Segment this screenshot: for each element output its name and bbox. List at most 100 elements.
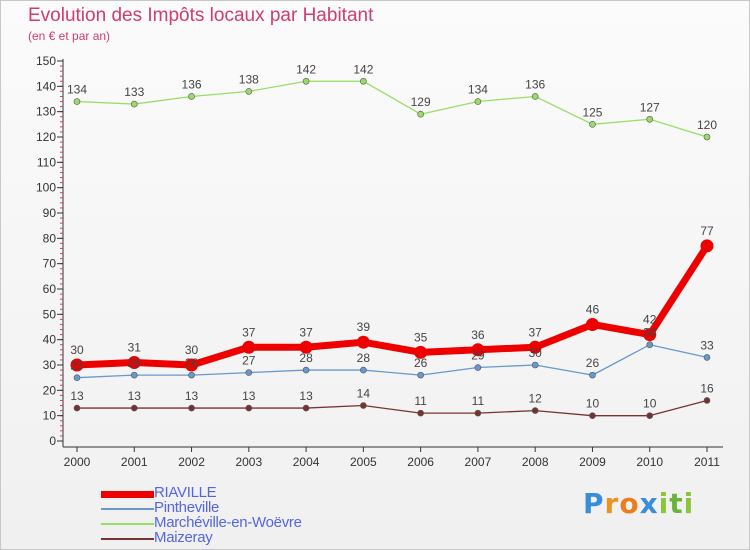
y-tick-label: 30 — [43, 358, 57, 372]
data-point-maizeray — [703, 397, 711, 404]
data-label-maizeray: 14 — [357, 387, 371, 401]
data-point-riaville — [528, 340, 542, 354]
data-point-pintheville — [703, 354, 711, 361]
y-tick-label: 10 — [43, 409, 57, 423]
data-point-marcheville-en-woevre — [245, 88, 253, 95]
data-point-marcheville-en-woevre — [130, 100, 138, 108]
legend-label: Maizeray — [154, 529, 213, 546]
chart-title: Evolution des Impôts locaux par Habitant — [28, 5, 374, 26]
data-point-maizeray — [188, 404, 195, 412]
data-point-maizeray — [360, 402, 367, 409]
logo-letter: i — [683, 487, 695, 520]
y-tick-label: 70 — [43, 257, 57, 271]
data-label-riaville: 30 — [185, 343, 199, 357]
data-label-marcheville-en-woevre: 134 — [468, 83, 488, 97]
logo-letter: P — [583, 487, 605, 520]
data-label-riaville: 37 — [299, 325, 313, 339]
legend-swatch — [101, 490, 154, 498]
x-tick-label: 2007 — [465, 455, 492, 469]
data-label-maizeray: 13 — [128, 389, 142, 403]
data-label-pintheville: 26 — [586, 356, 600, 370]
data-point-riaville — [70, 358, 84, 372]
legend-label: Pintheville — [154, 499, 220, 516]
data-label-riaville: 36 — [471, 328, 485, 342]
chart-subtitle: (en € et par an) — [28, 29, 111, 43]
data-point-marcheville-en-woevre — [417, 110, 424, 118]
y-tick-label: 90 — [43, 206, 57, 220]
legend-label: Marchéville-en-Woëvre — [154, 514, 302, 531]
y-tick-label: 140 — [36, 79, 56, 93]
data-label-pintheville: 26 — [185, 356, 199, 370]
data-point-pintheville — [589, 371, 596, 379]
data-point-pintheville — [130, 371, 138, 379]
data-point-riaville — [242, 340, 256, 354]
data-label-riaville: 37 — [529, 325, 543, 339]
y-tick-label: 110 — [37, 155, 56, 169]
logo-letter: t — [669, 487, 684, 520]
data-label-maizeray: 11 — [472, 394, 485, 408]
data-label-pintheville: 25 — [70, 359, 84, 373]
data-point-pintheville — [245, 369, 253, 376]
data-label-pintheville: 26 — [128, 356, 142, 370]
data-point-pintheville — [360, 366, 367, 374]
data-point-maizeray — [302, 404, 310, 412]
logo-letter: x — [639, 487, 659, 520]
data-label-maizeray: 16 — [700, 381, 714, 395]
logo-letter: o — [619, 487, 640, 520]
data-point-maizeray — [646, 412, 654, 419]
data-point-riaville — [356, 335, 370, 349]
data-point-maizeray — [589, 412, 596, 419]
data-point-maizeray — [531, 407, 539, 414]
data-point-riaville — [127, 355, 141, 369]
legend-swatch — [101, 508, 154, 510]
data-label-riaville: 42 — [643, 313, 657, 327]
data-point-marcheville-en-woevre — [188, 93, 195, 100]
series-line-riaville — [73, 242, 711, 369]
data-label-riaville: 31 — [128, 340, 142, 354]
y-tick-label: 80 — [43, 231, 57, 245]
data-label-riaville: 46 — [586, 302, 600, 316]
y-tick-label: 50 — [43, 307, 57, 321]
data-label-maizeray: 13 — [185, 389, 199, 403]
data-point-maizeray — [130, 404, 138, 412]
data-point-pintheville — [188, 371, 195, 379]
data-label-marcheville-en-woevre: 136 — [182, 77, 202, 91]
data-point-pintheville — [531, 361, 539, 369]
data-label-maizeray: 10 — [643, 397, 657, 411]
data-label-pintheville: 26 — [414, 356, 428, 370]
legend-label: RIAVILLE — [154, 484, 217, 501]
x-tick-label: 2006 — [407, 455, 434, 469]
data-label-marcheville-en-woevre: 136 — [525, 77, 545, 91]
x-tick-label: 2005 — [350, 455, 377, 469]
data-label-marcheville-en-woevre: 142 — [296, 62, 316, 76]
data-point-riaville — [700, 239, 714, 253]
data-label-marcheville-en-woevre: 134 — [67, 83, 87, 97]
series-line-pintheville — [76, 344, 708, 379]
logo-letter: i — [658, 487, 670, 520]
series-line-maizeray — [76, 399, 708, 417]
y-tick-label: 20 — [43, 383, 57, 397]
data-label-pintheville: 27 — [242, 354, 256, 368]
data-point-marcheville-en-woevre — [589, 121, 596, 128]
data-point-marcheville-en-woevre — [302, 77, 310, 85]
y-tick-label: 150 — [36, 54, 56, 68]
data-label-marcheville-en-woevre: 138 — [239, 72, 259, 86]
data-label-marcheville-en-woevre: 125 — [582, 105, 602, 119]
data-label-marcheville-en-woevre: 142 — [353, 62, 373, 76]
data-point-riaville — [185, 358, 199, 372]
data-point-marcheville-en-woevre — [360, 77, 367, 85]
legend-swatch — [101, 538, 154, 540]
x-tick-label: 2010 — [636, 455, 663, 469]
data-label-riaville: 30 — [70, 343, 84, 357]
data-label-marcheville-en-woevre: 120 — [697, 118, 717, 132]
y-tick-label: 100 — [36, 181, 56, 195]
data-point-riaville — [414, 345, 428, 359]
x-tick-label: 2000 — [64, 455, 91, 469]
data-point-marcheville-en-woevre — [646, 115, 654, 123]
data-label-riaville: 39 — [357, 320, 371, 334]
data-point-marcheville-en-woevre — [703, 133, 711, 141]
data-label-riaville: 35 — [414, 330, 428, 344]
data-label-maizeray: 12 — [529, 392, 543, 406]
data-label-marcheville-en-woevre: 129 — [411, 95, 431, 109]
data-point-marcheville-en-woevre — [474, 98, 482, 105]
